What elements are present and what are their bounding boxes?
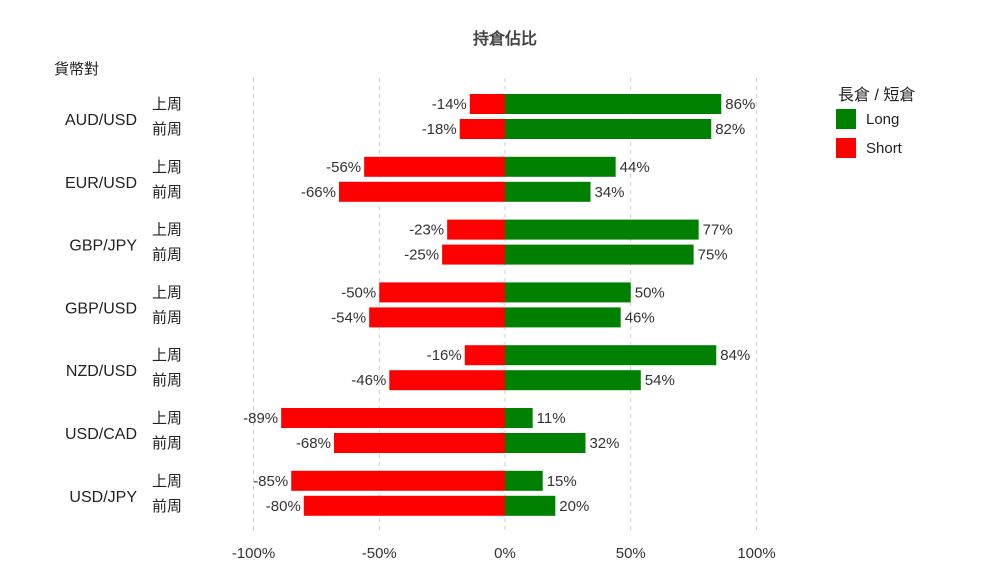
currency-pair-label: EUR/USD bbox=[65, 175, 137, 192]
legend-swatch-short bbox=[836, 138, 856, 158]
short-data-label: -56% bbox=[326, 159, 361, 176]
grid-lines bbox=[253, 78, 757, 532]
long-bar bbox=[505, 345, 717, 366]
short-data-label: -85% bbox=[253, 473, 288, 490]
period-label: 前周 bbox=[152, 372, 182, 389]
long-bar bbox=[505, 495, 556, 516]
long-data-label: 15% bbox=[547, 473, 577, 490]
legend-swatch-long bbox=[836, 109, 856, 129]
x-tick-label: 100% bbox=[737, 545, 775, 562]
legend-label-short: Short bbox=[866, 140, 903, 157]
period-label: 前周 bbox=[152, 309, 182, 326]
short-data-label: -89% bbox=[243, 410, 278, 427]
long-bar bbox=[505, 244, 694, 265]
currency-pair-label: GBP/JPY bbox=[69, 238, 137, 255]
currency-pair-label: AUD/USD bbox=[65, 112, 137, 129]
long-data-label: 20% bbox=[559, 498, 589, 515]
long-data-label: 11% bbox=[537, 410, 566, 427]
short-data-label: -50% bbox=[341, 284, 376, 301]
long-bar bbox=[505, 219, 699, 240]
short-data-label: -46% bbox=[351, 372, 386, 389]
short-bar bbox=[303, 495, 505, 516]
short-bar bbox=[379, 282, 505, 303]
long-data-label: 75% bbox=[698, 247, 728, 264]
bars: -14% 86% -18% 82% -56% 44% -66% 34% -23% 77% -25% 7… bbox=[243, 94, 755, 516]
long-bar bbox=[505, 94, 722, 114]
short-bar bbox=[364, 156, 505, 177]
long-data-label: 84% bbox=[720, 347, 750, 364]
long-data-label: 82% bbox=[715, 121, 745, 138]
period-label: 前周 bbox=[152, 247, 182, 264]
short-data-label: -14% bbox=[432, 96, 467, 113]
period-label: 上周 bbox=[152, 347, 182, 364]
period-label: 前周 bbox=[152, 435, 182, 452]
short-data-label: -25% bbox=[404, 247, 439, 264]
short-bar bbox=[291, 470, 505, 491]
short-data-label: -80% bbox=[266, 498, 301, 515]
short-bar bbox=[442, 244, 505, 265]
x-tick-label: 0% bbox=[494, 545, 516, 562]
short-data-label: -68% bbox=[296, 435, 331, 452]
short-bar bbox=[447, 219, 505, 240]
x-tick-label: -100% bbox=[232, 545, 275, 562]
short-bar bbox=[339, 181, 505, 202]
long-bar bbox=[505, 156, 616, 177]
long-bar bbox=[505, 433, 586, 453]
long-data-label: 50% bbox=[635, 284, 665, 301]
long-bar bbox=[505, 119, 712, 139]
currency-pair-label: USD/JPY bbox=[69, 489, 137, 506]
long-data-label: 46% bbox=[625, 309, 655, 326]
legend: 長倉 / 短倉 Long Short bbox=[836, 86, 915, 158]
x-tick-label: -50% bbox=[362, 545, 397, 562]
short-data-label: -66% bbox=[301, 184, 336, 201]
currency-pair-label: NZD/USD bbox=[66, 363, 137, 380]
period-label: 前周 bbox=[152, 184, 182, 201]
legend-label-long: Long bbox=[866, 111, 899, 128]
short-bar bbox=[464, 345, 505, 366]
long-bar bbox=[505, 408, 533, 428]
short-bar bbox=[389, 370, 505, 391]
short-bar bbox=[369, 307, 505, 328]
category-labels: AUD/USD上周前周EUR/USD上周前周GBP/JPY上周前周GBP/USD… bbox=[65, 96, 182, 515]
long-bar bbox=[505, 181, 591, 202]
long-bar bbox=[505, 307, 621, 328]
short-data-label: -16% bbox=[427, 347, 462, 364]
short-bar bbox=[459, 119, 505, 139]
currency-pair-label: USD/CAD bbox=[65, 426, 137, 443]
period-label: 上周 bbox=[152, 284, 182, 301]
short-bar bbox=[281, 408, 505, 428]
long-data-label: 54% bbox=[645, 372, 675, 389]
x-tick-label: 50% bbox=[616, 545, 646, 562]
long-data-label: 77% bbox=[703, 222, 733, 239]
short-data-label: -23% bbox=[409, 222, 444, 239]
chart-title: 持倉佔比 bbox=[473, 29, 537, 48]
period-label: 上周 bbox=[152, 96, 182, 113]
period-label: 上周 bbox=[152, 473, 182, 490]
short-bar bbox=[469, 94, 505, 114]
period-label: 上周 bbox=[152, 410, 182, 427]
long-bar bbox=[505, 370, 641, 391]
long-data-label: 32% bbox=[589, 435, 619, 452]
period-label: 前周 bbox=[152, 498, 182, 515]
long-data-label: 34% bbox=[595, 184, 625, 201]
legend-title: 長倉 / 短倉 bbox=[838, 86, 915, 104]
currency-pair-label: GBP/USD bbox=[65, 300, 137, 317]
x-axis: -100% -50% 0% 50% 100% bbox=[232, 545, 776, 562]
period-label: 前周 bbox=[152, 121, 182, 138]
long-data-label: 86% bbox=[725, 96, 755, 113]
y-axis-title: 貨幣對 bbox=[54, 61, 99, 78]
short-data-label: -18% bbox=[422, 121, 457, 138]
short-data-label: -54% bbox=[331, 309, 366, 326]
long-bar bbox=[505, 470, 543, 491]
long-bar bbox=[505, 282, 631, 303]
long-data-label: 44% bbox=[620, 159, 650, 176]
period-label: 上周 bbox=[152, 159, 182, 176]
short-bar bbox=[333, 433, 505, 453]
period-label: 上周 bbox=[152, 222, 182, 239]
